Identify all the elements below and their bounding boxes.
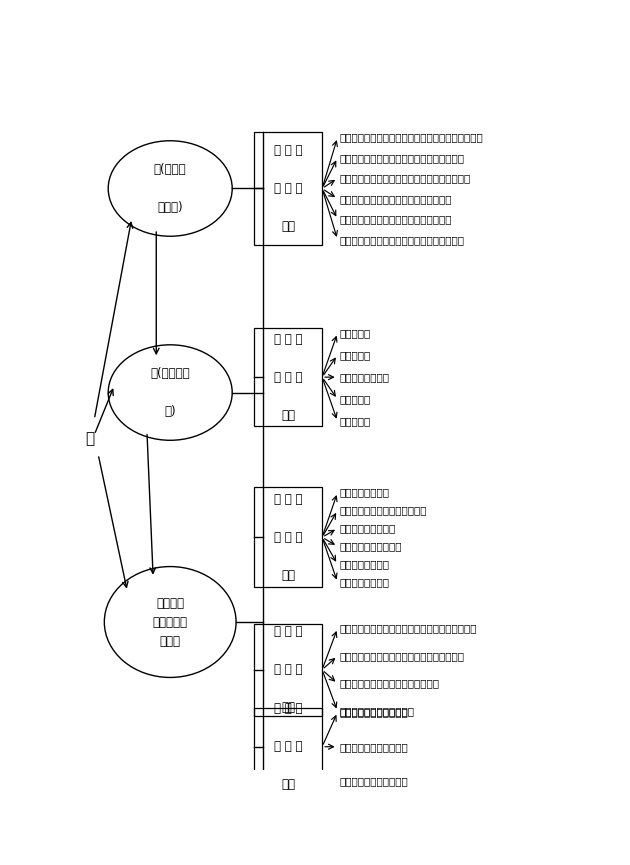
Text: 近隣：平和、助け合う: 近隣：平和、助け合う bbox=[340, 541, 403, 551]
Text: 子女：慈愛: 子女：慈愛 bbox=[340, 394, 371, 404]
Text: 万物：博愛、創造、善用: 万物：博愛、創造、善用 bbox=[340, 777, 409, 786]
Text: 自 己 に

対 す る

責任: 自 己 に 対 す る 責任 bbox=[274, 144, 302, 233]
Text: 師弟：尊敬、優しくて、愛する: 師弟：尊敬、優しくて、愛する bbox=[340, 505, 427, 516]
Text: 家 庭 に

対 す る

責任: 家 庭 に 対 す る 責任 bbox=[274, 333, 302, 421]
Text: 行為：敏捷、まじめ、慎重、活発、礼儀正しい: 行為：敏捷、まじめ、慎重、活発、礼儀正しい bbox=[340, 173, 471, 183]
Bar bbox=[254, 131, 322, 246]
Text: 夫婦：敬愛: 夫婦：敬愛 bbox=[340, 350, 371, 360]
Text: 品格：誠実、正直、意志が強い、謙虚、純朴: 品格：誠実、正直、意志が強い、謙虚、純朴 bbox=[340, 153, 465, 163]
Text: 世 界 に

対 す る

責任: 世 界 に 対 す る 責任 bbox=[274, 702, 302, 791]
Bar bbox=[254, 328, 322, 426]
Text: 国家：忠実、勇敢、建設、犠牲心、: 国家：忠実、勇敢、建設、犠牲心、 bbox=[340, 679, 440, 689]
Text: 老若：尊敬、助ける: 老若：尊敬、助ける bbox=[340, 523, 396, 534]
Text: 社 会 に

対 す る

責任: 社 会 に 対 す る 責任 bbox=[274, 493, 302, 582]
Text: 指導者：従い、信仰、貢献: 指導者：従い、信仰、貢献 bbox=[340, 707, 415, 716]
Text: 仁(親愛・誠

実): 仁(親愛・誠 実) bbox=[151, 367, 190, 418]
Text: 学問：勤勉、専念、謙虚、好奇心、思想: 学問：勤勉、専念、謙虚、好奇心、思想 bbox=[340, 194, 452, 204]
Text: 兄弟：友愛・尊敬: 兄弟：友愛・尊敬 bbox=[340, 372, 390, 382]
Text: 国際：公平、信義、平和: 国際：公平、信義、平和 bbox=[340, 707, 409, 717]
Text: 政府：奉公、法律を守る、勤勉・慎重、廉潔: 政府：奉公、法律を守る、勤勉・慎重、廉潔 bbox=[340, 650, 465, 661]
Text: 団体：平和、協力: 団体：平和、協力 bbox=[340, 560, 390, 569]
Text: 父母：孝行: 父母：孝行 bbox=[340, 328, 371, 338]
Text: 地方自治：熱心、責任感、公共事業に優先、正義: 地方自治：熱心、責任感、公共事業に優先、正義 bbox=[340, 623, 478, 633]
Text: 奉仕：勤勉・節約、忠実、敬業、長続き: 奉仕：勤勉・節約、忠実、敬業、長続き bbox=[340, 215, 452, 224]
Bar bbox=[254, 487, 322, 587]
Bar bbox=[254, 624, 322, 716]
Text: 国 家 に

対 す る

責任: 国 家 に 対 す る 責任 bbox=[274, 625, 302, 714]
Text: 知(礼儀と

破廉恥): 知(礼儀と 破廉恥) bbox=[154, 163, 186, 214]
Text: 友人：信義、忠告: 友人：信義、忠告 bbox=[340, 487, 390, 497]
Bar bbox=[254, 708, 322, 785]
Text: 身体：健康、整然、清潔、骨身を惜しまず、苦労に: 身体：健康、整然、清潔、骨身を惜しまず、苦労に bbox=[340, 132, 484, 142]
Text: 信仰：誠実、正確、専一、意志が固い、努力: 信仰：誠実、正確、専一、意志が固い、努力 bbox=[340, 234, 465, 245]
Text: 誠: 誠 bbox=[85, 432, 94, 446]
Text: 宗族：敬愛: 宗族：敬愛 bbox=[340, 417, 371, 426]
Text: 勇（責任
感・規律を
守る）: 勇（責任 感・規律を 守る） bbox=[152, 597, 188, 648]
Text: 公衆：秩序、協力: 公衆：秩序、協力 bbox=[340, 577, 390, 587]
Text: 人類：同情、自由、平等: 人類：同情、自由、平等 bbox=[340, 742, 409, 752]
